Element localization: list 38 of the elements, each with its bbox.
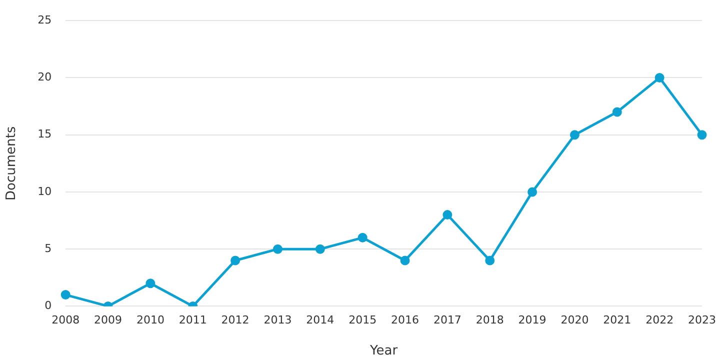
- x-tick-label: 2014: [306, 314, 334, 327]
- x-tick-label: 2016: [391, 314, 420, 327]
- point: [60, 290, 70, 300]
- x-tick-label: 2023: [688, 314, 716, 327]
- point: [400, 256, 410, 266]
- y-tick-label: 25: [38, 13, 52, 26]
- y-axis-title: Documents: [4, 126, 20, 200]
- point: [230, 256, 240, 266]
- x-tick-label: 2008: [52, 314, 80, 327]
- y-tick-label: 15: [38, 128, 52, 141]
- y-tick-label: 0: [44, 299, 52, 312]
- x-tick-label: 2018: [476, 314, 504, 327]
- x-tick-label: 2009: [94, 314, 122, 327]
- x-tick-label: 2013: [264, 314, 292, 327]
- point: [358, 232, 368, 242]
- x-tick-label: 2019: [518, 314, 546, 327]
- x-tick-label: 2020: [560, 314, 589, 327]
- y-tick-label: 5: [44, 242, 52, 255]
- x-tick-label: 2010: [136, 314, 164, 327]
- x-axis-title: Year: [369, 344, 398, 359]
- x-tick-label: 2011: [178, 314, 207, 327]
- y-tick-label: 10: [38, 184, 52, 198]
- point: [528, 187, 538, 197]
- y-tick-label: 20: [38, 70, 52, 84]
- point: [570, 130, 580, 140]
- point: [485, 256, 495, 266]
- x-tick-label: 2015: [348, 314, 377, 327]
- point: [146, 278, 156, 288]
- x-tick-label: 2021: [603, 314, 632, 327]
- x-tick-label: 2012: [221, 314, 250, 327]
- point: [654, 72, 664, 82]
- point: [315, 244, 325, 254]
- point: [272, 244, 282, 254]
- point: [612, 107, 622, 117]
- point: [697, 130, 707, 140]
- x-tick-label: 2022: [646, 314, 674, 327]
- x-tick-label: 2017: [433, 314, 462, 327]
- point: [442, 210, 452, 220]
